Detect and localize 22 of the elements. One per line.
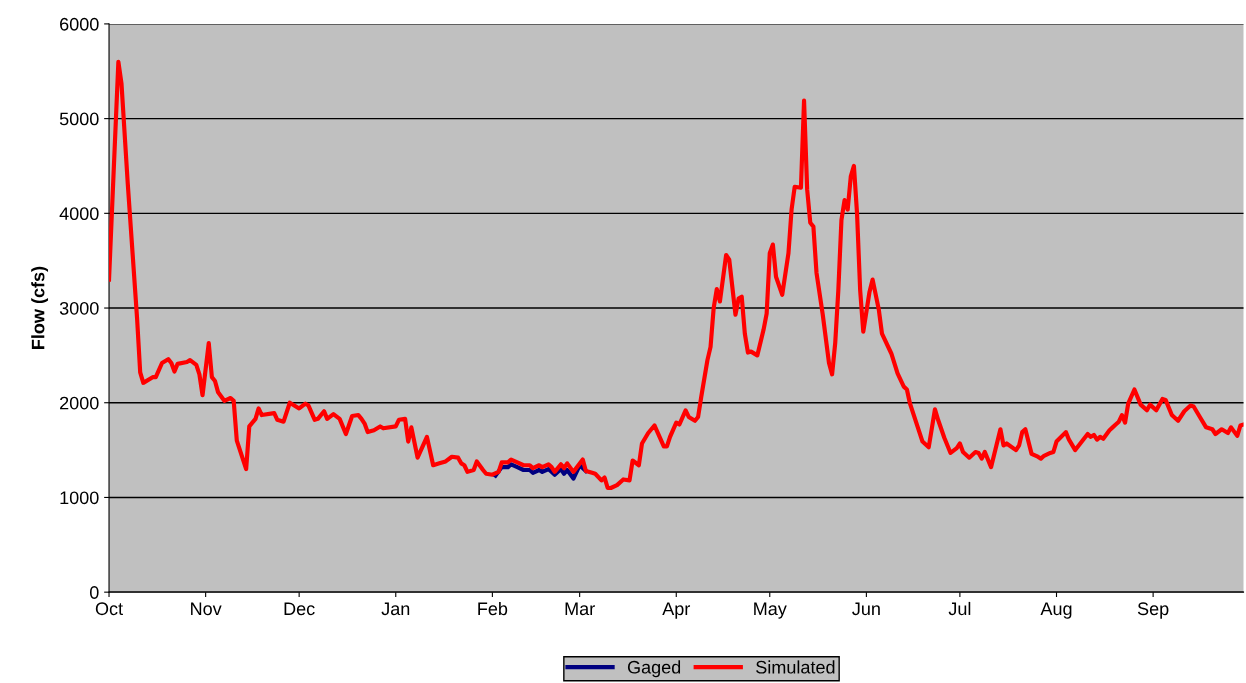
legend-label: Simulated bbox=[756, 660, 835, 674]
x-tick-label: May bbox=[754, 602, 787, 619]
x-tick-label: Jun bbox=[852, 602, 880, 616]
legend-label: Gaged bbox=[627, 660, 681, 678]
x-tick-label: Oct bbox=[95, 602, 123, 616]
x-tick-label: Apr bbox=[662, 602, 691, 619]
x-tick-label: Dec bbox=[284, 602, 315, 616]
x-tick-label: Sep bbox=[1137, 602, 1169, 619]
y-axis-title: Flow (cfs) bbox=[31, 266, 49, 349]
x-tick-label: Jul bbox=[948, 601, 971, 616]
y-tick-label: 6000 bbox=[60, 17, 99, 31]
y-tick-label: 5000 bbox=[59, 112, 99, 126]
x-tick-label: Feb bbox=[478, 601, 508, 616]
y-tick-label: 2000 bbox=[60, 396, 99, 410]
y-tick-label: 1000 bbox=[60, 491, 99, 505]
y-tick-label: 3000 bbox=[59, 301, 99, 315]
x-tick-label: Jan bbox=[381, 602, 410, 616]
y-tick-label: 0 bbox=[89, 586, 99, 599]
x-tick-label: Mar bbox=[565, 602, 595, 616]
x-tick-label: Nov bbox=[191, 602, 222, 616]
y-tick-label: 4000 bbox=[59, 207, 99, 221]
x-tick-label: Aug bbox=[1040, 602, 1072, 619]
